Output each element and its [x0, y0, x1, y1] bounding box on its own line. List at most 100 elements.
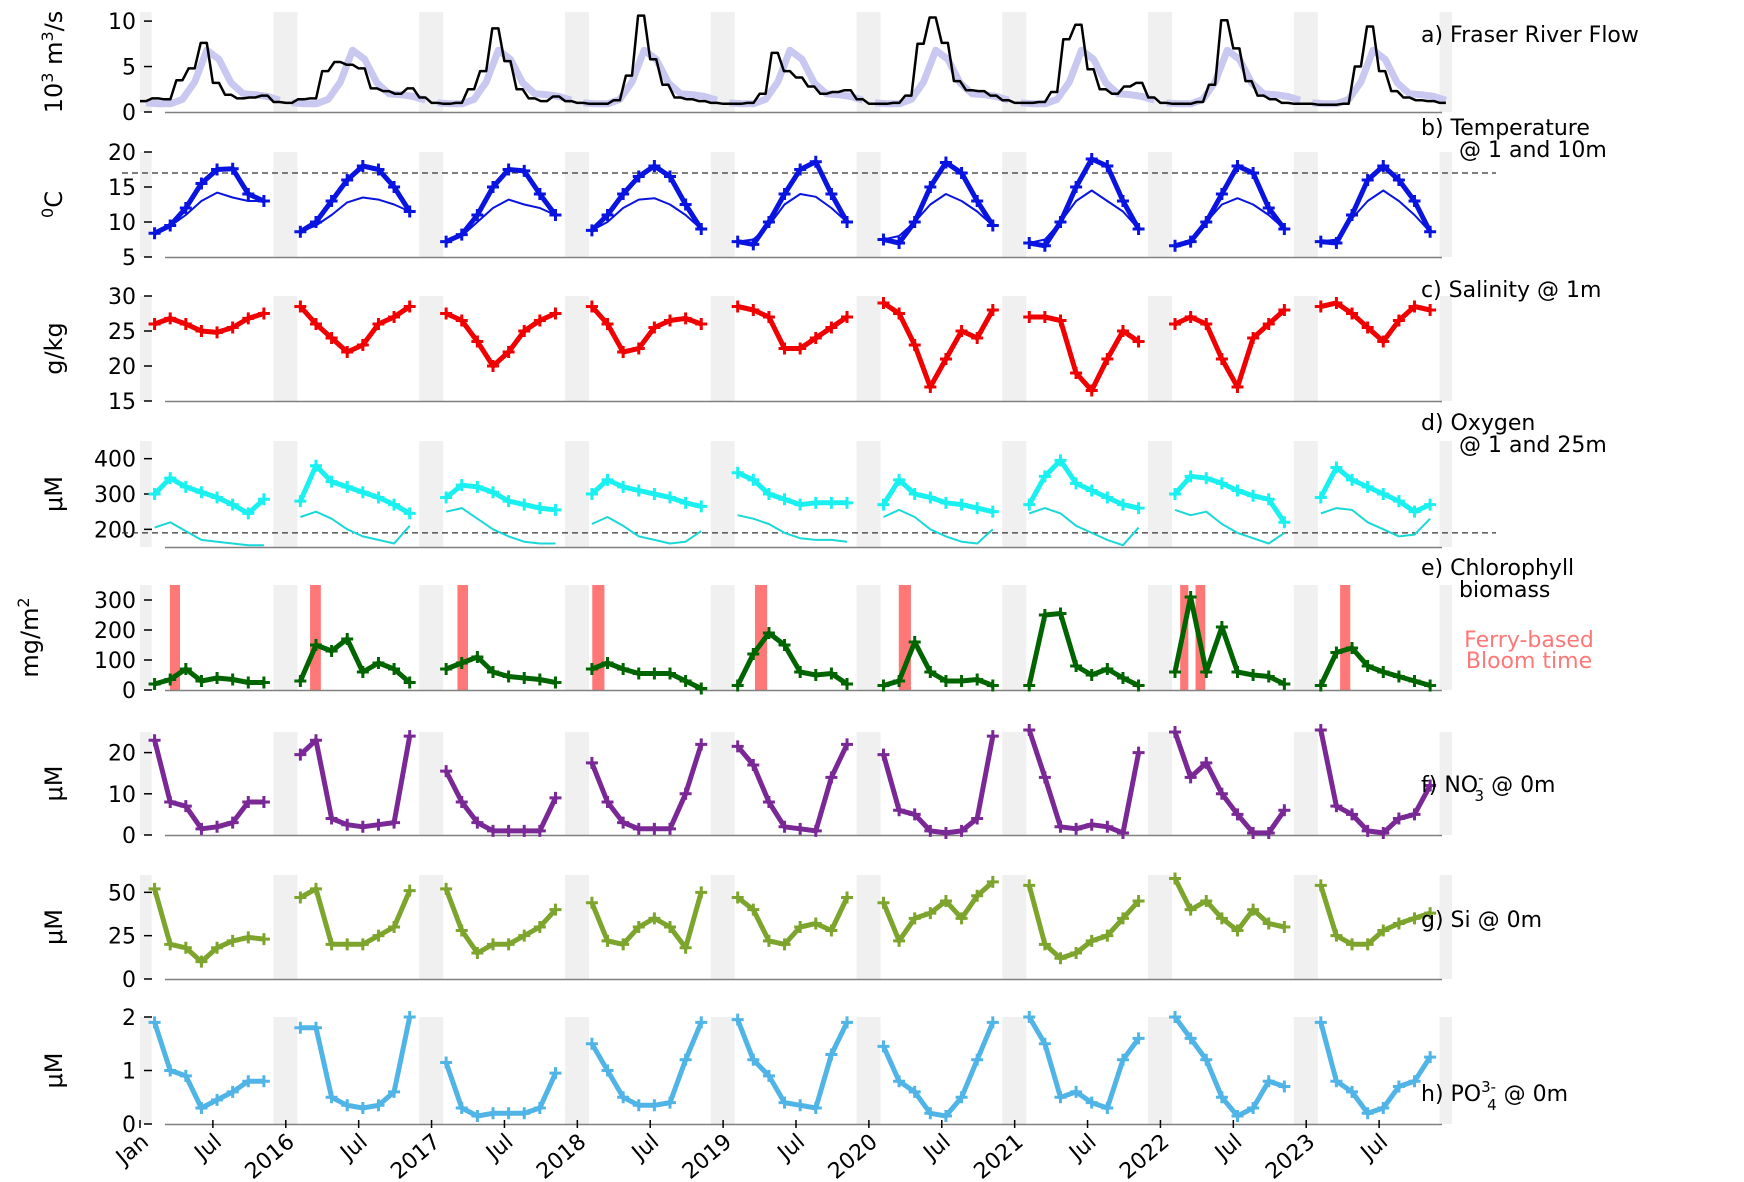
series-line-b-1m [737, 159, 850, 247]
climatology-line [1312, 46, 1447, 108]
data-marker [731, 679, 744, 692]
data-marker [893, 307, 906, 320]
series-line-d-25m [591, 516, 702, 545]
data-marker [1085, 934, 1098, 947]
data-marker [1330, 800, 1343, 813]
data-marker [549, 791, 562, 804]
data-marker [440, 491, 453, 504]
data-marker [908, 339, 921, 351]
data-marker [664, 822, 677, 835]
data-marker [924, 666, 937, 678]
y-tick-label: 5 [122, 246, 136, 271]
data-marker [1101, 929, 1114, 942]
panel-label-a: a) Fraser River Flow [1421, 23, 1639, 48]
data-marker [778, 493, 791, 506]
data-marker [939, 675, 952, 687]
season-band [710, 732, 735, 835]
y-axis-label: μM [40, 909, 68, 945]
y-tick-label: 20 [108, 141, 136, 166]
season-band [1439, 152, 1452, 257]
data-marker [1116, 826, 1129, 839]
data-marker [1262, 318, 1275, 330]
data-marker [632, 667, 645, 680]
season-band [564, 732, 589, 835]
climatology-line [291, 46, 427, 108]
data-marker [1070, 660, 1083, 672]
data-marker [877, 679, 890, 692]
data-marker [294, 675, 307, 687]
season-band [710, 152, 735, 257]
data-marker [502, 163, 515, 176]
data-marker [1023, 1011, 1036, 1023]
season-band [1439, 441, 1452, 547]
data-marker [471, 335, 484, 348]
data-marker [533, 188, 546, 200]
data-marker [893, 934, 906, 947]
data-marker [211, 672, 224, 684]
data-marker [549, 503, 562, 516]
y-tick-label: 50 [108, 881, 136, 906]
data-marker [211, 163, 224, 176]
data-marker [1361, 321, 1374, 334]
data-marker [1101, 820, 1114, 833]
data-marker [1038, 1037, 1051, 1050]
data-marker [226, 816, 239, 829]
data-marker [1215, 621, 1228, 633]
data-marker [778, 188, 791, 200]
data-marker [1408, 808, 1421, 821]
data-marker [257, 493, 270, 506]
season-band [1439, 1017, 1452, 1124]
data-marker [471, 651, 484, 663]
data-marker [1231, 666, 1244, 678]
data-marker [1215, 188, 1228, 200]
data-marker [341, 938, 354, 951]
data-marker [1231, 1109, 1244, 1122]
data-marker [1184, 311, 1197, 323]
data-marker [257, 307, 270, 320]
data-marker [924, 181, 937, 193]
data-marker [226, 934, 239, 947]
data-marker [1247, 1101, 1260, 1114]
bloom-band [310, 585, 321, 690]
data-marker [648, 488, 661, 500]
data-marker [585, 896, 598, 909]
data-marker [242, 1075, 255, 1088]
data-marker [1038, 938, 1051, 951]
data-marker [1184, 903, 1197, 916]
data-marker [1247, 826, 1260, 839]
data-marker [148, 734, 161, 747]
data-marker [632, 921, 645, 933]
data-marker [986, 875, 999, 888]
series-line-b-1m [1174, 163, 1287, 249]
data-marker [1231, 160, 1244, 172]
season-band [1293, 1017, 1318, 1124]
data-marker [617, 938, 630, 951]
panel-label-line2-b: @ 1 and 10m [1459, 138, 1607, 163]
data-marker [164, 312, 177, 325]
data-marker [939, 156, 952, 169]
data-marker [924, 1107, 937, 1120]
data-marker [1408, 912, 1421, 925]
data-marker [164, 472, 177, 485]
data-marker [1023, 311, 1036, 323]
data-marker [1169, 726, 1182, 738]
y-tick-label: 400 [94, 448, 136, 473]
data-marker [1231, 924, 1244, 937]
data-marker [257, 796, 270, 809]
data-marker [893, 473, 906, 486]
y-axis-label: 103 m3/s [38, 11, 69, 114]
season-band [140, 732, 152, 835]
data-marker [971, 889, 984, 902]
y-tick-label: 5 [122, 56, 136, 81]
data-marker [325, 812, 338, 825]
data-marker [939, 1109, 952, 1122]
data-marker [1314, 1016, 1327, 1029]
data-marker [585, 300, 598, 313]
data-marker [762, 934, 775, 947]
season-band [1439, 732, 1452, 835]
season-band [1293, 441, 1318, 547]
panel-c: 15 20 25 30 g/kg c) Salinity @ 1m [40, 278, 1601, 415]
data-marker [471, 947, 484, 959]
data-marker [762, 311, 775, 323]
data-marker [971, 673, 984, 686]
